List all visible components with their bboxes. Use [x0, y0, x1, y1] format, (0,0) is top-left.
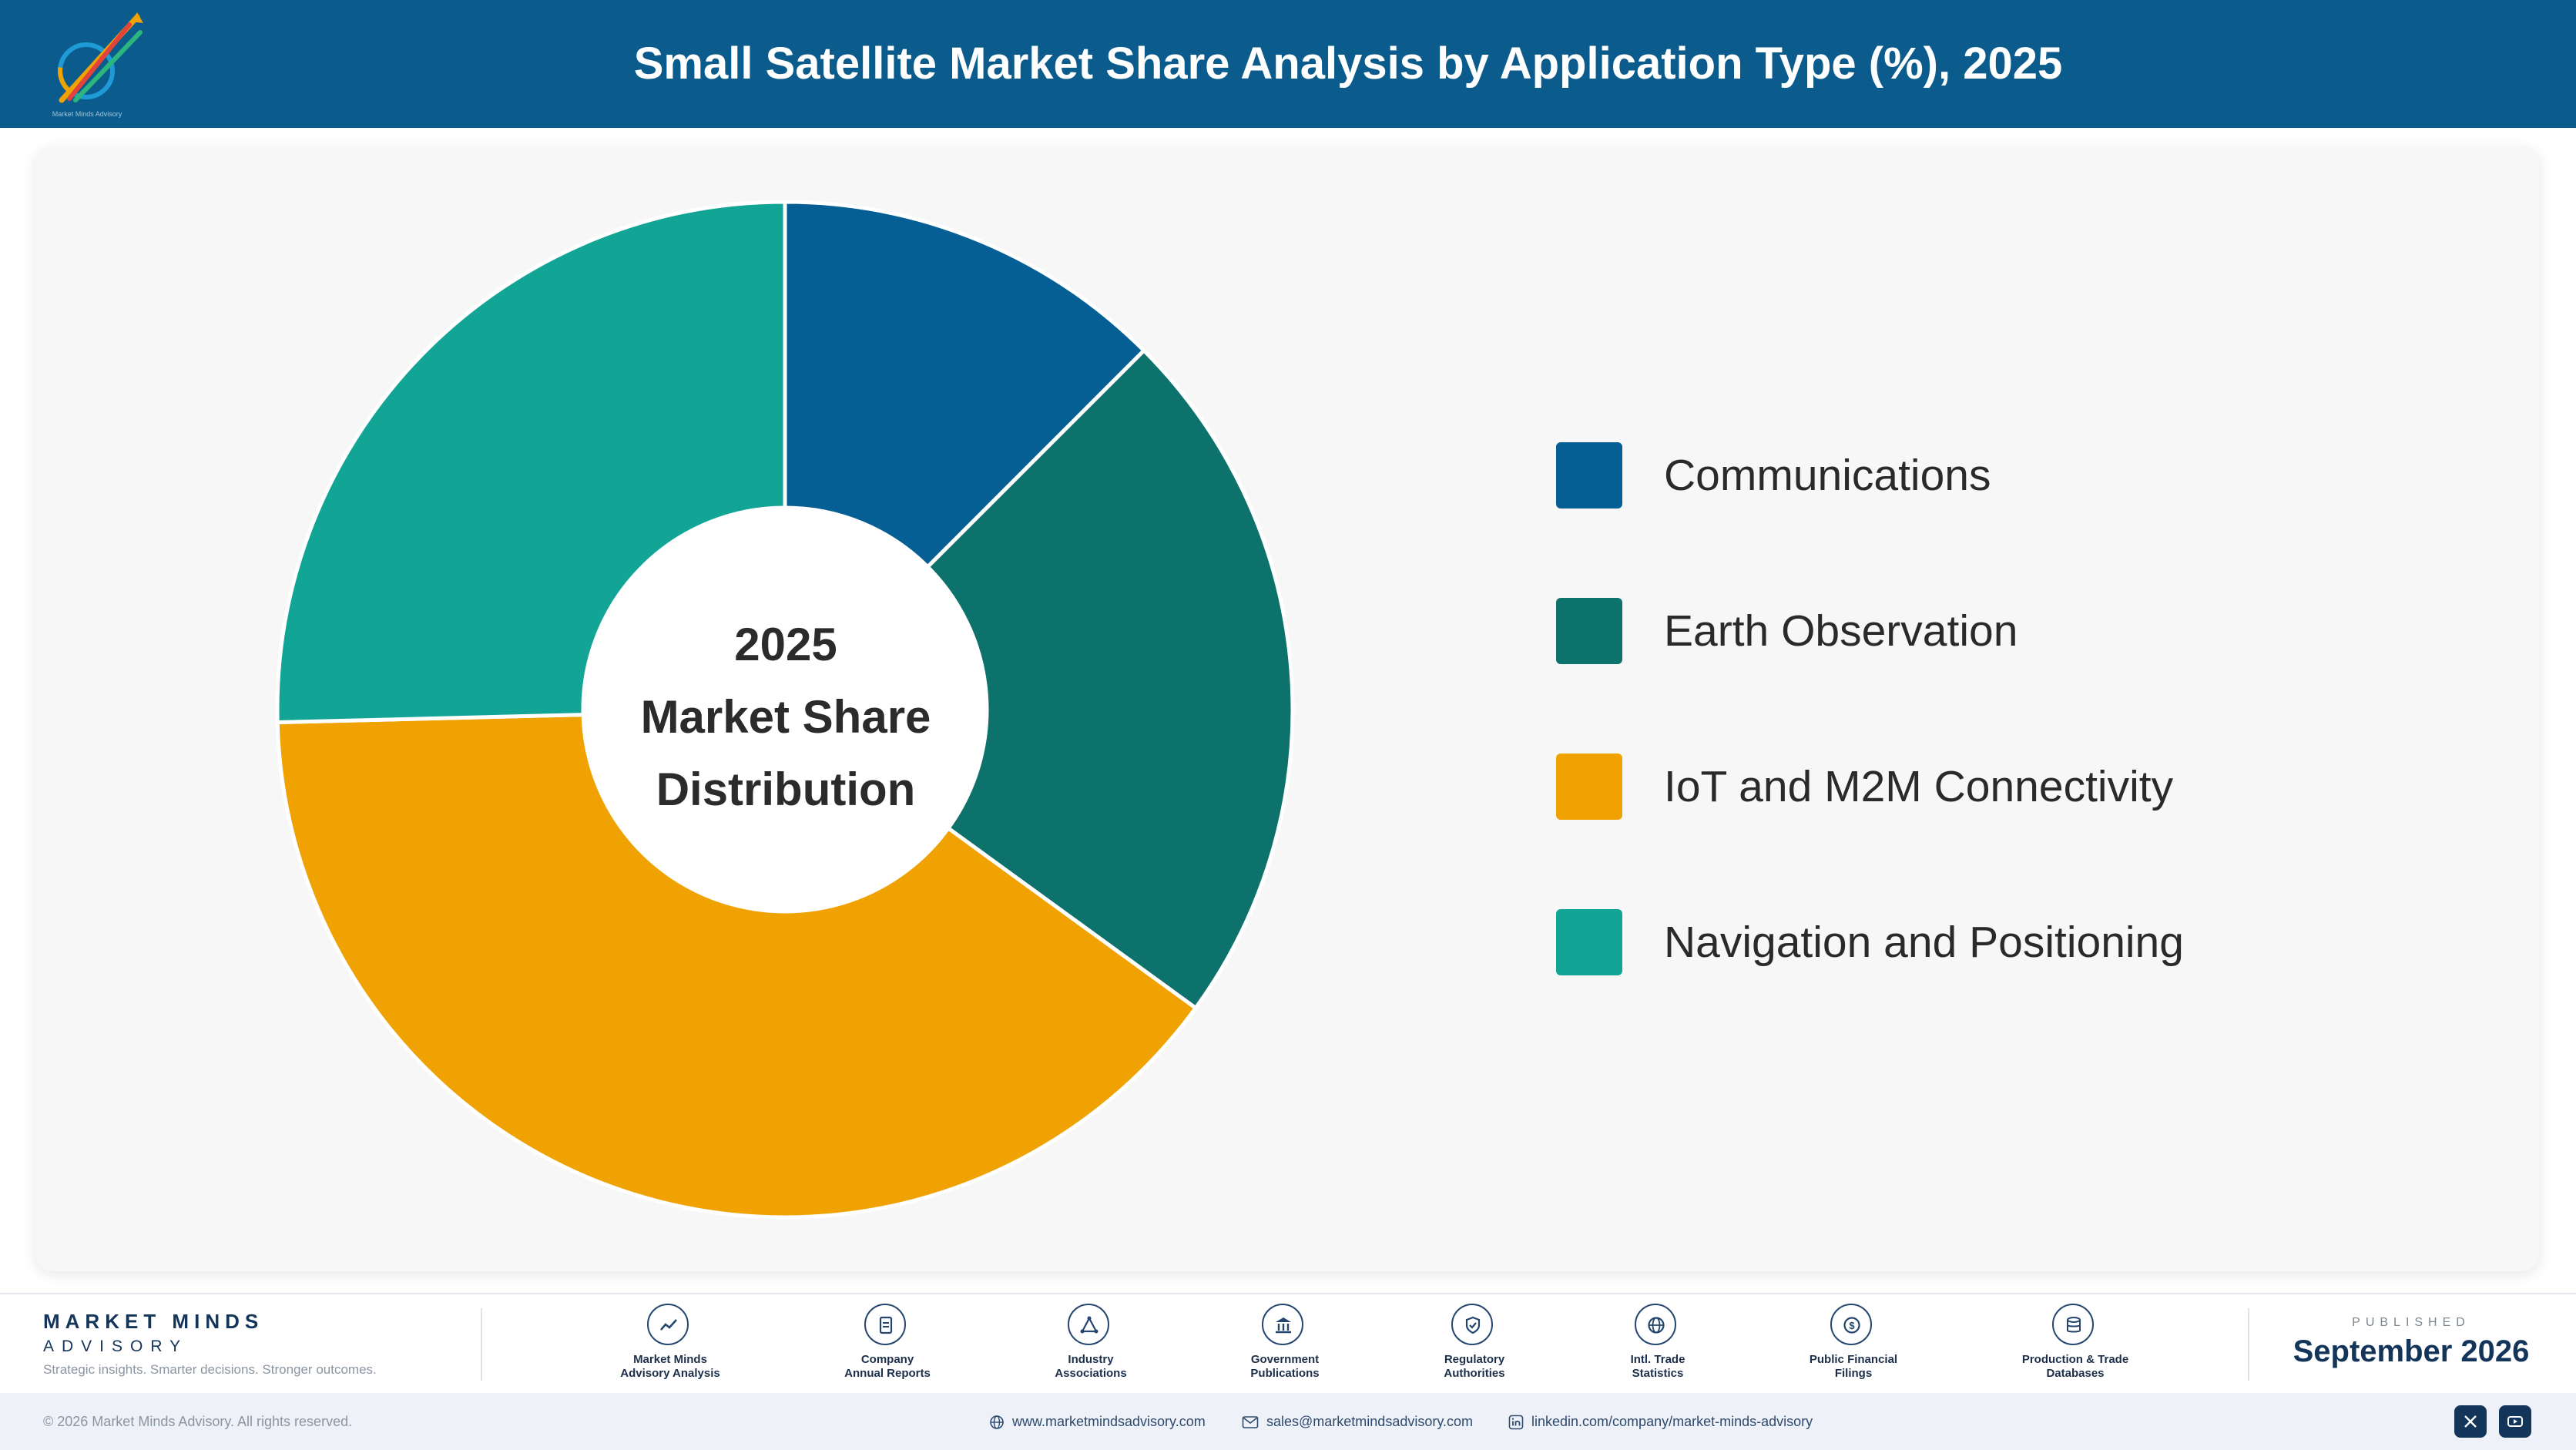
bottom-bar: © 2026 Market Minds Advisory. All rights… — [0, 1393, 2576, 1450]
center-label-line-3: Distribution — [656, 764, 916, 815]
source-label: Industry Associations — [1055, 1353, 1127, 1380]
source-item: Regulatory Authorities — [1397, 1304, 1551, 1388]
legend-label: Navigation and Positioning — [1664, 918, 2184, 967]
logo-icon — [58, 12, 143, 103]
center-label-line-2: Market Share — [640, 691, 931, 743]
play-icon — [2507, 1416, 2523, 1427]
globe-icon — [1635, 1304, 1676, 1345]
legend-item-iot-m2m: IoT and M2M Connectivity — [1556, 754, 2326, 821]
source-item: $ Public Financial Filings — [1776, 1304, 1930, 1388]
footer: MARKET MINDS ADVISORY Strategic insights… — [0, 1293, 2576, 1395]
legend-label: Communications — [1664, 451, 1991, 500]
copyright: © 2026 Market Minds Advisory. All rights… — [43, 1414, 353, 1429]
legend-swatch — [1556, 598, 1622, 664]
source-item: Intl. Trade Statistics — [1581, 1304, 1735, 1388]
source-item: Market Minds Advisory Analysis — [593, 1304, 747, 1388]
source-item: Production & Trade Databases — [1998, 1304, 2152, 1388]
source-item: Government Publications — [1208, 1304, 1362, 1388]
source-label: Intl. Trade Statistics — [1630, 1353, 1685, 1380]
database-icon — [2052, 1304, 2094, 1345]
brand-name: MARKET MINDS — [43, 1310, 264, 1333]
source-item: Company Annual Reports — [810, 1304, 964, 1388]
chart-line-icon — [647, 1304, 689, 1345]
mail-icon — [1242, 1416, 1259, 1429]
legend-swatch — [1556, 442, 1622, 509]
logo-caption: Market Minds Advisory — [52, 110, 122, 118]
donut-hole — [583, 508, 987, 911]
donut-center-label: 2025 Market Share Distribution — [593, 609, 978, 832]
legend-label: IoT and M2M Connectivity — [1664, 762, 2174, 811]
footer-divider — [2248, 1308, 2249, 1381]
source-label: Market Minds Advisory Analysis — [620, 1353, 720, 1380]
source-item: Industry Associations — [1014, 1304, 1168, 1388]
legend-swatch — [1556, 909, 1622, 975]
svg-text:$: $ — [1849, 1320, 1855, 1331]
source-label: Company Annual Reports — [844, 1353, 931, 1380]
legend-item-earth-observation: Earth Observation — [1556, 598, 2326, 666]
x-social-button[interactable] — [2454, 1405, 2487, 1438]
linkedin-icon — [1508, 1415, 1524, 1430]
header-bar: Market Minds Advisory Small Satellite Ma… — [0, 0, 2576, 128]
published-label: PUBLISHED — [2352, 1316, 2470, 1329]
website-link[interactable]: www.marketmindsadvisory.com — [989, 1393, 1206, 1450]
source-label: Production & Trade Databases — [2021, 1353, 2129, 1380]
legend-swatch — [1556, 754, 1622, 820]
source-label: Public Financial Filings — [1809, 1353, 1898, 1380]
published-date: September 2026 — [2293, 1334, 2530, 1368]
legend-label: Earth Observation — [1664, 606, 2018, 656]
legend-item-navigation: Navigation and Positioning — [1556, 909, 2326, 977]
legend-item-communications: Communications — [1556, 442, 2326, 510]
email-link[interactable]: sales@marketmindsadvisory.com — [1242, 1393, 1473, 1450]
footer-divider — [481, 1308, 482, 1381]
source-label: Government Publications — [1250, 1353, 1320, 1380]
shield-icon — [1451, 1304, 1493, 1345]
center-label-line-1: 2025 — [734, 619, 837, 670]
brand-tagline: Strategic insights. Smarter decisions. S… — [43, 1362, 377, 1377]
youtube-social-button[interactable] — [2499, 1405, 2531, 1438]
bank-icon — [1262, 1304, 1303, 1345]
coin-icon: $ — [1830, 1304, 1872, 1345]
source-label: Regulatory Authorities — [1444, 1353, 1505, 1380]
linkedin-link[interactable]: linkedin.com/company/market-minds-adviso… — [1508, 1393, 1813, 1450]
page-title: Small Satellite Market Share Analysis by… — [633, 39, 2063, 89]
x-logo-icon — [2464, 1415, 2477, 1428]
brand-subtitle: ADVISORY — [43, 1338, 189, 1355]
document-icon — [864, 1304, 906, 1345]
network-icon — [1068, 1304, 1109, 1345]
globe-icon — [990, 1415, 1004, 1430]
donut-chart — [277, 202, 1293, 1217]
